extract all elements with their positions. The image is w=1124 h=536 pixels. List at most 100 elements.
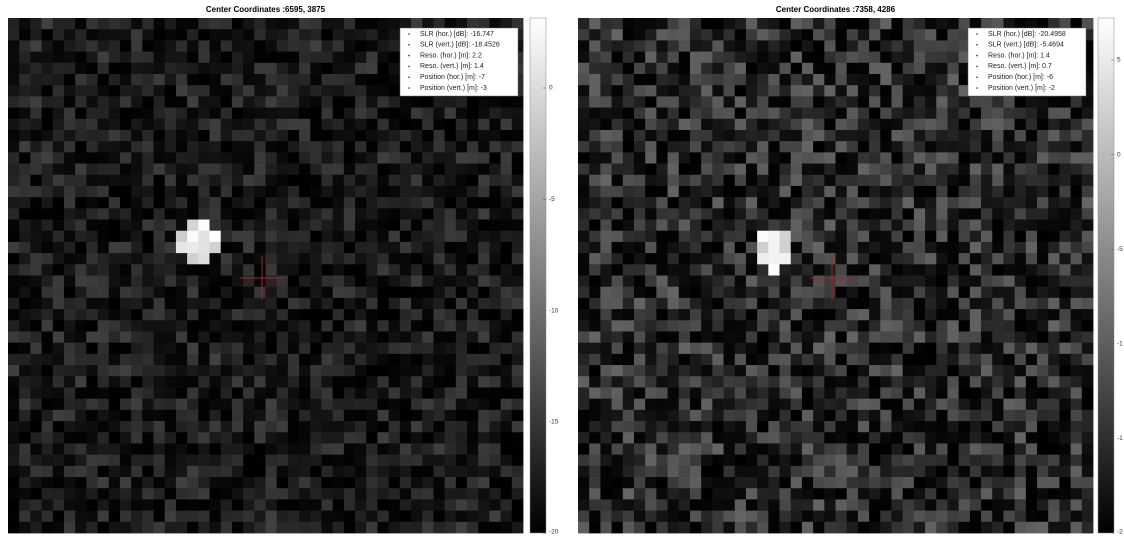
pixel bbox=[891, 253, 903, 265]
pixel bbox=[600, 443, 612, 455]
pixel bbox=[154, 354, 166, 366]
pixel bbox=[366, 29, 378, 41]
pixel bbox=[456, 141, 468, 153]
pixel bbox=[30, 320, 42, 332]
pixel bbox=[142, 354, 154, 366]
pixel bbox=[266, 387, 278, 399]
pixel bbox=[970, 399, 982, 411]
pixel bbox=[154, 287, 166, 299]
pixel bbox=[86, 421, 98, 433]
pixel bbox=[489, 231, 501, 243]
pixel bbox=[42, 522, 54, 534]
pixel bbox=[478, 320, 490, 332]
pixel bbox=[176, 220, 188, 232]
pixel bbox=[232, 40, 244, 52]
pixel bbox=[422, 242, 434, 254]
pixel bbox=[623, 343, 635, 355]
colorbar bbox=[530, 18, 546, 533]
pixel bbox=[791, 354, 803, 366]
pixel bbox=[802, 264, 814, 276]
pixel bbox=[880, 130, 892, 142]
pixel bbox=[1003, 220, 1015, 232]
pixel bbox=[243, 74, 255, 86]
pixel bbox=[1071, 443, 1083, 455]
pixel bbox=[389, 320, 401, 332]
pixel bbox=[936, 466, 948, 478]
pixel bbox=[768, 376, 780, 388]
pixel bbox=[75, 488, 87, 500]
pixel bbox=[8, 231, 20, 243]
pixel bbox=[679, 298, 691, 310]
pixel bbox=[377, 40, 389, 52]
pixel bbox=[936, 63, 948, 75]
pixel bbox=[187, 298, 199, 310]
pixel bbox=[478, 298, 490, 310]
pixel bbox=[109, 197, 121, 209]
pixel bbox=[656, 119, 668, 131]
pixel bbox=[86, 264, 98, 276]
pixel bbox=[333, 74, 345, 86]
pixel bbox=[578, 152, 590, 164]
pixel bbox=[254, 85, 266, 97]
pixel bbox=[277, 410, 289, 422]
pixel bbox=[176, 52, 188, 64]
pixel bbox=[757, 432, 769, 444]
pixel bbox=[210, 231, 222, 243]
pixel bbox=[98, 309, 110, 321]
pixel bbox=[299, 74, 311, 86]
pixel bbox=[142, 18, 154, 30]
pixel bbox=[389, 96, 401, 108]
pixel bbox=[780, 432, 792, 444]
pixel bbox=[131, 85, 143, 97]
pixel bbox=[1071, 242, 1083, 254]
pixel bbox=[1037, 331, 1049, 343]
pixel bbox=[645, 410, 657, 422]
pixel bbox=[86, 108, 98, 120]
pixel bbox=[232, 152, 244, 164]
pixel bbox=[1059, 130, 1071, 142]
pixel bbox=[690, 40, 702, 52]
pixel bbox=[589, 29, 601, 41]
pixel bbox=[411, 242, 423, 254]
pixel bbox=[858, 309, 870, 321]
pixel bbox=[701, 365, 713, 377]
pixel bbox=[512, 331, 524, 343]
pixel bbox=[422, 331, 434, 343]
pixel bbox=[600, 488, 612, 500]
pixel bbox=[489, 175, 501, 187]
pixel bbox=[232, 455, 244, 467]
legend-marker bbox=[408, 76, 410, 78]
pixel bbox=[634, 309, 646, 321]
pixel bbox=[187, 309, 199, 321]
pixel bbox=[992, 354, 1004, 366]
pixel bbox=[8, 175, 20, 187]
pixel bbox=[445, 141, 457, 153]
pixel bbox=[690, 410, 702, 422]
pixel bbox=[187, 164, 199, 176]
pixel bbox=[53, 499, 65, 511]
pixel bbox=[98, 40, 110, 52]
pixel bbox=[299, 443, 311, 455]
pixel bbox=[1037, 399, 1049, 411]
pixel bbox=[712, 119, 724, 131]
pixel bbox=[165, 164, 177, 176]
pixel bbox=[42, 96, 54, 108]
pixel bbox=[903, 443, 915, 455]
pixel bbox=[8, 387, 20, 399]
pixel bbox=[64, 488, 76, 500]
pixel bbox=[8, 141, 20, 153]
pixel bbox=[813, 119, 825, 131]
pixel bbox=[210, 152, 222, 164]
pixel bbox=[8, 522, 20, 534]
pixel bbox=[344, 511, 356, 523]
pixel bbox=[98, 287, 110, 299]
pixel bbox=[925, 63, 937, 75]
pixel bbox=[445, 477, 457, 489]
pixel bbox=[612, 130, 624, 142]
pixel bbox=[377, 242, 389, 254]
pixel bbox=[8, 466, 20, 478]
pixel bbox=[42, 309, 54, 321]
pixel bbox=[724, 287, 736, 299]
pixel bbox=[992, 231, 1004, 243]
pixel bbox=[400, 220, 412, 232]
